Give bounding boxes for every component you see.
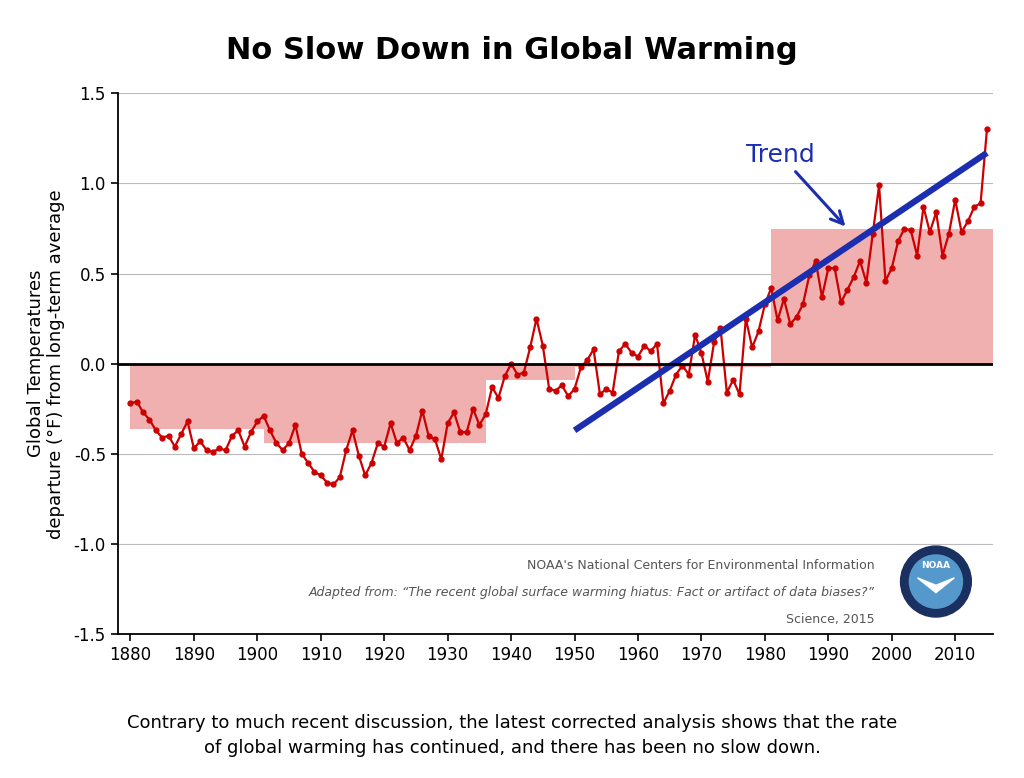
Circle shape: [909, 555, 963, 608]
Circle shape: [900, 546, 972, 617]
Text: Contrary to much recent discussion, the latest corrected analysis shows that the: Contrary to much recent discussion, the …: [127, 713, 897, 757]
Text: Science, 2015: Science, 2015: [786, 613, 876, 626]
Text: No Slow Down in Global Warming: No Slow Down in Global Warming: [226, 36, 798, 65]
Text: Trend: Trend: [745, 143, 843, 224]
Text: NOAA: NOAA: [922, 561, 950, 569]
Polygon shape: [918, 578, 954, 593]
Text: NOAA's National Centers for Environmental Information: NOAA's National Centers for Environmenta…: [527, 559, 876, 572]
Text: Adapted from: “The recent global surface warming hiatus: Fact or artifact of dat: Adapted from: “The recent global surface…: [309, 586, 876, 599]
Y-axis label: Global Temperatures
departure (°F) from long-term average: Global Temperatures departure (°F) from …: [27, 189, 66, 538]
